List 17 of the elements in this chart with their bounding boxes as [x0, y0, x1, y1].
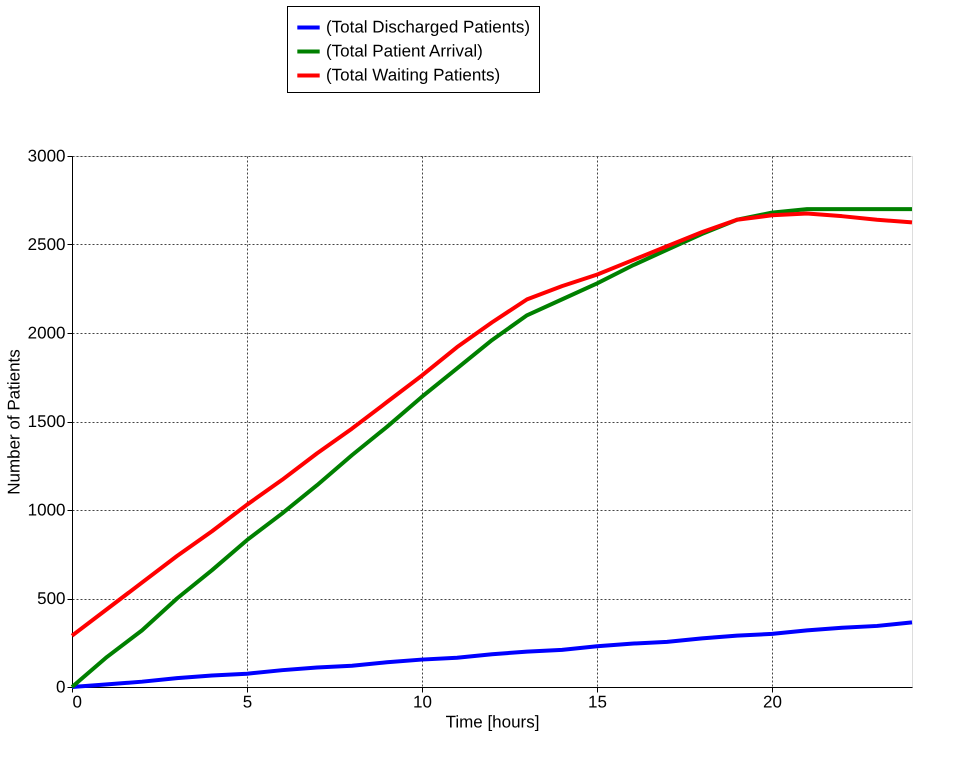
y-tick-label: 2500	[28, 235, 66, 254]
legend-label: (Total Waiting Patients)	[326, 66, 500, 84]
y-tick-label: 2000	[28, 324, 66, 342]
y-tick-label: 3000	[28, 146, 66, 166]
y-tick-label: 0	[56, 678, 66, 696]
x-tick-label: 0	[72, 692, 82, 712]
y-tick-label: 500	[37, 589, 66, 608]
legend-label: (Total Patient Arrival)	[326, 42, 483, 60]
x-tick-label: 15	[588, 692, 607, 712]
y-tick-label: 1000	[28, 500, 66, 520]
y-axis-title: Number of Patients	[4, 349, 24, 495]
y-tick-label: 1500	[28, 412, 66, 431]
x-axis-title: Time [hours]	[446, 712, 540, 732]
x-tick-label: 10	[413, 692, 432, 712]
legend-label: (Total Discharged Patients)	[326, 18, 530, 36]
x-tick-label: 5	[242, 692, 252, 712]
x-tick-label: 20	[763, 692, 782, 712]
